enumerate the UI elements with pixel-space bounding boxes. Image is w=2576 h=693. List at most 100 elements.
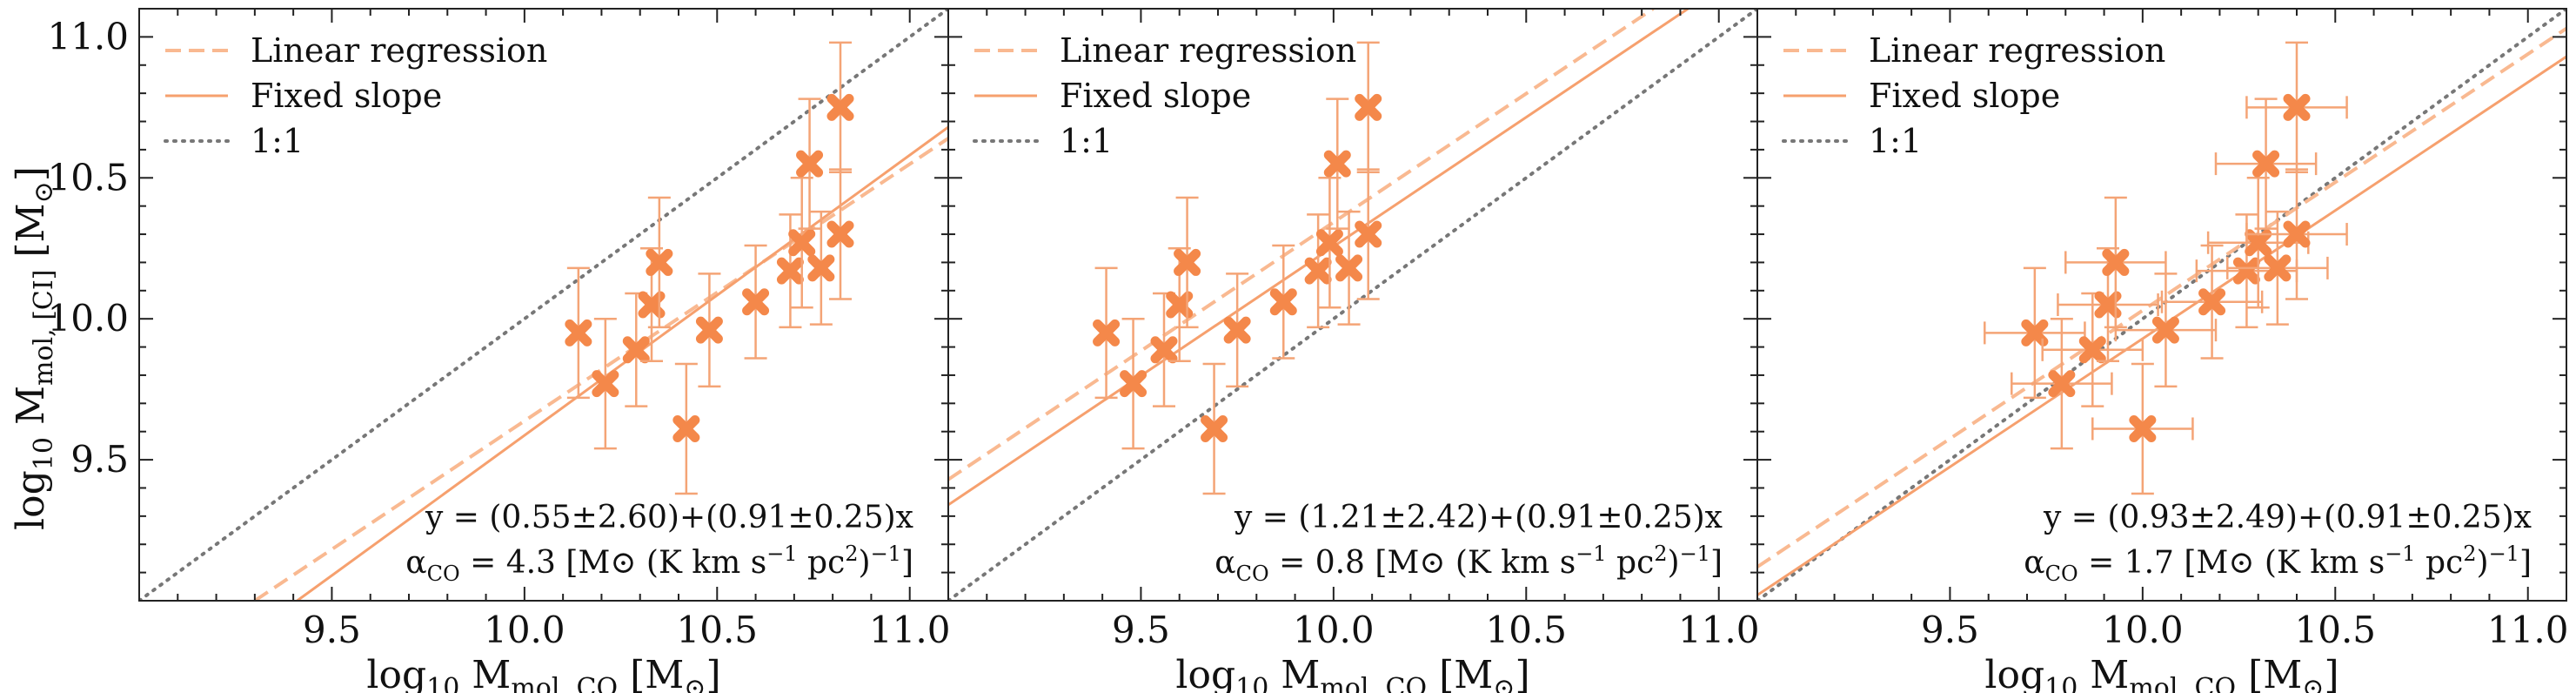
- legend-label: 1:1: [1060, 122, 1113, 160]
- data-point: [2160, 244, 2264, 360]
- xlabel-log-sub: 10: [426, 673, 459, 693]
- x-axis-label: log10 Mmol, CO [M⊙]: [1984, 653, 2338, 693]
- data-point: [646, 196, 673, 329]
- data-point: [2245, 41, 2348, 174]
- data-point: [592, 317, 619, 450]
- legend-label: 1:1: [1869, 122, 1922, 160]
- x-marker: [1355, 220, 1382, 248]
- xlabel-close: ]: [1515, 653, 1529, 693]
- x-marker: [622, 336, 650, 364]
- x-marker: [2232, 257, 2260, 285]
- alpha-paren: ): [859, 545, 871, 581]
- data-point: [1335, 210, 1363, 326]
- alpha-units: (K km s: [636, 545, 766, 581]
- xlabel-log: log: [1175, 653, 1235, 693]
- x-marker: [2198, 288, 2226, 316]
- alpha-exp1: −1: [766, 542, 797, 566]
- data-point: [695, 272, 723, 388]
- ticks: [947, 9, 1758, 601]
- alpha-exp3: −1: [871, 542, 901, 566]
- x-marker: [646, 248, 673, 276]
- data-point: [2245, 168, 2348, 300]
- xlabel-close: ]: [2324, 653, 2338, 693]
- xlabel-m: M: [2078, 653, 2129, 693]
- fit-equation: y = (0.93±2.49)+(0.91±0.25)x: [2043, 500, 2532, 535]
- alpha-sub: CO: [427, 562, 460, 586]
- xlabel-m: M: [459, 653, 511, 693]
- xlabel-m: M: [1268, 653, 1320, 693]
- x-marker: [2264, 254, 2292, 282]
- alpha-symbol: α: [2024, 545, 2044, 581]
- x-marker: [2283, 220, 2311, 248]
- data-point: [565, 266, 592, 400]
- x-marker: [1201, 414, 1228, 442]
- xlabel-log: log: [366, 653, 426, 693]
- alpha-close: ]: [1710, 545, 1723, 581]
- x-tick-label: 10.5: [677, 609, 759, 651]
- alpha-exp2: 2: [1654, 542, 1667, 566]
- ylabel-m: M: [9, 386, 53, 437]
- legend: Linear regression Fixed slope 1:1: [164, 31, 547, 160]
- legend-label: 1:1: [251, 122, 304, 160]
- one-to-one-line: [948, 9, 1757, 601]
- x-marker: [2021, 319, 2049, 346]
- alpha-exp2: 2: [2463, 542, 2476, 566]
- data-point: [1355, 41, 1382, 174]
- x-axis-label: log10 Mmol, CO [M⊙]: [366, 653, 720, 693]
- plot-area: [139, 9, 948, 601]
- legend-label: Linear regression: [1060, 31, 1356, 70]
- alpha-value: = 0.8 [M: [1269, 545, 1420, 581]
- data-point: [672, 362, 700, 495]
- x-tick-label: 11.0: [869, 609, 951, 651]
- alpha-sun: ⊙: [610, 545, 636, 581]
- xlabel-log: log: [1984, 653, 2044, 693]
- alpha-exp1: −1: [2385, 542, 2415, 566]
- x-marker: [2252, 150, 2280, 178]
- svg-text:log10 Mmol, [CI] [M⊙]: log10 Mmol, [CI] [M⊙]: [9, 166, 59, 530]
- ylabel-log-sub: 10: [29, 437, 59, 470]
- xlabel-unit-sub: ⊙: [2302, 673, 2324, 693]
- xlabel-unit-sub: ⊙: [1493, 673, 1515, 693]
- x-marker: [2283, 93, 2311, 121]
- one-to-one-line: [139, 9, 948, 601]
- x-marker: [2078, 336, 2106, 364]
- alpha-co-annotation: αCO = 0.8 [M⊙ (K km s−1 pc2)−1]: [1214, 542, 1723, 586]
- alpha-close: ]: [2519, 545, 2532, 581]
- data-point: [2041, 292, 2144, 407]
- x-marker: [2129, 414, 2157, 442]
- x-marker: [638, 291, 666, 319]
- ylabel-log: log: [9, 470, 53, 530]
- alpha-exp1: −1: [1576, 542, 1606, 566]
- alpha-value: = 4.3 [M: [460, 545, 611, 581]
- legend-label: Linear regression: [251, 31, 547, 70]
- x-tick-label: 10.0: [2102, 609, 2184, 651]
- data-point: [2064, 196, 2167, 329]
- legend: Linear regression Fixed slope 1:1: [973, 31, 1356, 160]
- data-point: [1323, 98, 1351, 230]
- alpha-paren: ): [1668, 545, 1680, 581]
- data-point: [1093, 266, 1121, 400]
- data-point: [1150, 292, 1178, 407]
- x-marker: [1120, 370, 1147, 398]
- linear-regression-line: [948, 9, 1655, 481]
- fit-equation: y = (0.55±2.60)+(0.91±0.25)x: [425, 500, 913, 535]
- x-marker: [672, 414, 700, 442]
- x-tick-label: 10.0: [1293, 609, 1375, 651]
- x-tick-label: 10.0: [484, 609, 565, 651]
- x-marker: [1223, 316, 1251, 344]
- data-point: [2091, 362, 2194, 495]
- alpha-exp2: 2: [845, 542, 858, 566]
- data-point: [1269, 244, 1297, 360]
- linear-regression-line: [1757, 27, 2566, 569]
- alpha-close: ]: [901, 545, 913, 581]
- data-point: [1201, 362, 1228, 495]
- alpha-sun: ⊙: [2228, 545, 2254, 581]
- fit-equation: y = (1.21±2.42)+(0.91±0.25)x: [1234, 500, 1723, 535]
- x-marker: [1174, 248, 1201, 276]
- ticks: [138, 9, 949, 601]
- xlabel-log-sub: 10: [2044, 673, 2078, 693]
- y-tick-label: 10.0: [47, 297, 129, 340]
- x-marker: [826, 93, 854, 121]
- x-tick-label: 11.0: [2487, 609, 2569, 651]
